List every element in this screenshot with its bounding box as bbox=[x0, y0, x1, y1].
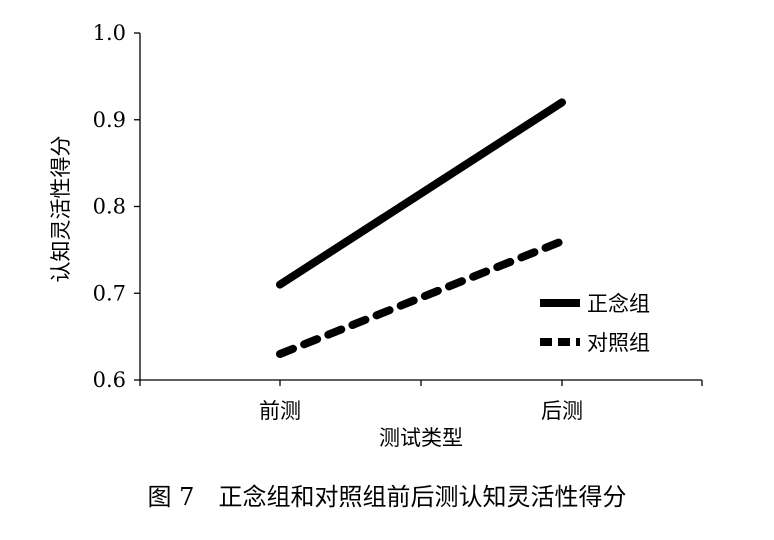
series-line-control bbox=[276, 237, 566, 358]
y-tick-label: 1.0 bbox=[93, 21, 126, 45]
y-ticks: 0.6 0.7 0.8 0.9 1.0 bbox=[93, 21, 140, 392]
series-group bbox=[276, 98, 566, 358]
y-tick-label: 0.6 bbox=[93, 368, 126, 392]
y-tick-label: 0.7 bbox=[93, 281, 126, 305]
y-tick-label: 0.8 bbox=[93, 195, 126, 219]
y-tick-label: 0.9 bbox=[93, 108, 126, 132]
y-axis-label: 认知灵活性得分 bbox=[49, 136, 73, 283]
legend-label: 正念组 bbox=[587, 292, 650, 316]
series-line-mindfulness bbox=[276, 98, 566, 289]
axes bbox=[139, 33, 702, 381]
x-ticks: 前测 后测 bbox=[139, 380, 703, 423]
x-tick-label: 前测 bbox=[259, 399, 301, 423]
x-tick-label: 后测 bbox=[541, 399, 583, 423]
figure-caption: 图 7 正念组和对照组前后测认知灵活性得分 bbox=[148, 483, 627, 511]
x-axis-label: 测试类型 bbox=[379, 426, 463, 450]
legend-label: 对照组 bbox=[587, 331, 650, 355]
